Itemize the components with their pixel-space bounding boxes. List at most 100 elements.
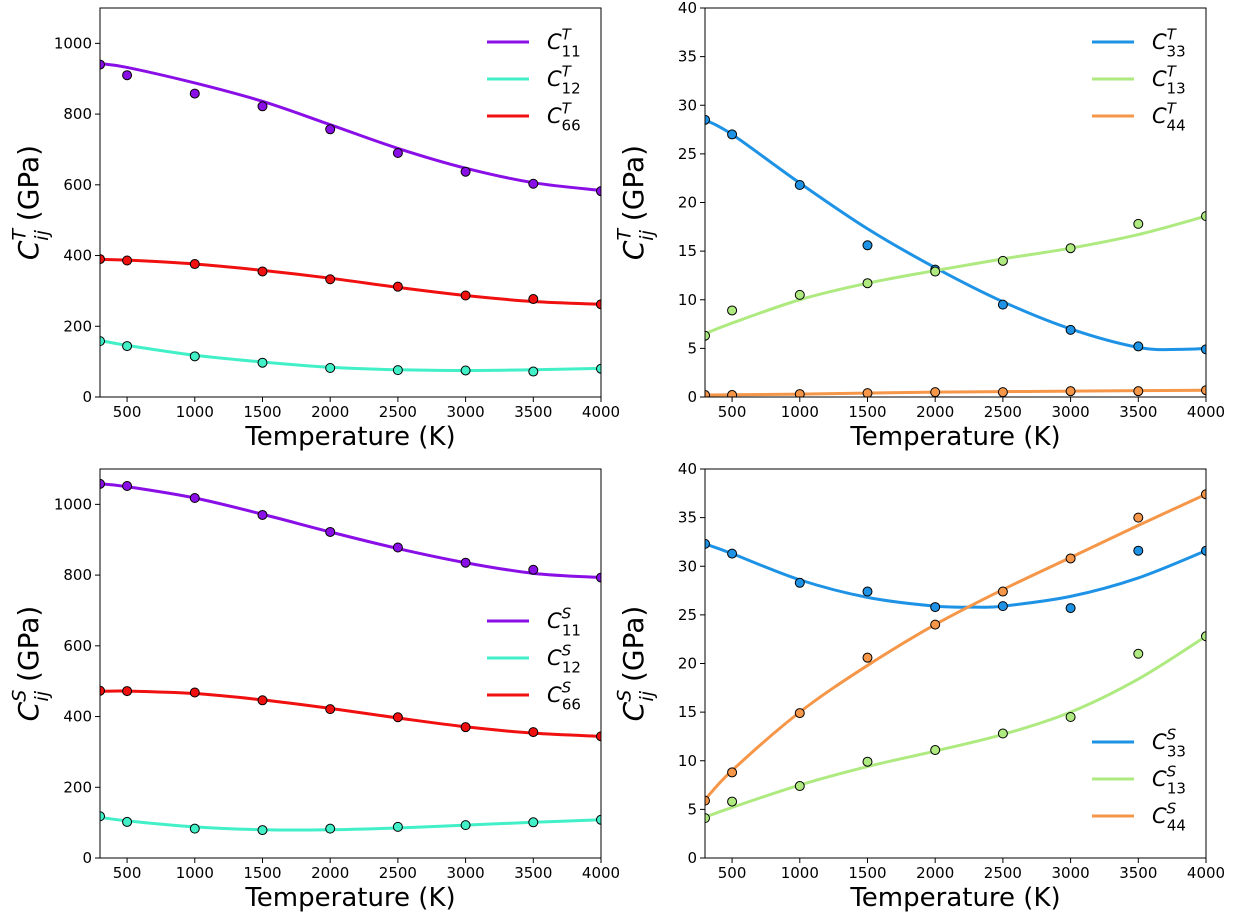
y-axis-label-group: CSij (GPa): [613, 606, 657, 722]
data-point: [727, 548, 738, 559]
legend-entry-superscript: T: [1167, 63, 1178, 81]
y-axis-label-group: CSij (GPa): [8, 606, 52, 722]
x-tick-label: 3500: [514, 403, 552, 421]
x-tick-label: 1500: [848, 864, 886, 882]
legend-entry: CT 13: [1152, 63, 1186, 98]
data-point: [189, 687, 200, 698]
y-axis-label-subscript: ij: [31, 690, 53, 701]
data-point: [1065, 711, 1076, 722]
y-tick-label: 35: [678, 48, 697, 66]
data-point: [325, 526, 336, 537]
x-tick-label: 4000: [1187, 864, 1225, 882]
legend-entry-subscript: 12: [562, 658, 581, 676]
chart-panel-top-left: 500 1000 1500 2000 2500 3000 3500 4000 0 200 400 60…: [8, 7, 620, 452]
x-tick-label: 500: [718, 864, 747, 882]
data-point: [325, 124, 336, 135]
legend-entry-superscript: S: [562, 642, 572, 660]
data-point: [705, 114, 710, 125]
data-point: [794, 289, 805, 300]
data-point: [862, 240, 873, 251]
y-tick-label: 30: [678, 557, 697, 575]
data-point: [100, 478, 105, 489]
data-point: [392, 365, 403, 376]
data-point: [862, 652, 873, 663]
data-point: [100, 685, 105, 696]
data-point: [189, 88, 200, 99]
y-axis-label-superscript: T: [613, 228, 635, 241]
data-point: [862, 586, 873, 597]
data-point: [392, 542, 403, 553]
data-point: [1201, 489, 1206, 500]
legend-entry-superscript: T: [1167, 26, 1178, 44]
series-fit-line: [705, 492, 1206, 801]
y-tick-label: 15: [678, 242, 697, 260]
x-tick-label: 1000: [781, 864, 819, 882]
series-fit-line: [705, 388, 1206, 397]
x-tick-label: 1000: [176, 864, 214, 882]
plot-area: [100, 478, 601, 836]
x-tick-label: 2000: [916, 864, 954, 882]
y-tick-label: 0: [82, 388, 92, 406]
data-point: [705, 330, 710, 341]
axes-frame: [704, 468, 1207, 859]
x-tick-label: 500: [718, 403, 747, 421]
data-point: [528, 178, 539, 189]
y-axis-label-unit: (GPa): [617, 145, 650, 230]
data-point: [1201, 211, 1206, 222]
data-point: [1133, 648, 1144, 659]
data-point: [1065, 243, 1076, 254]
x-tick-label: 3000: [1052, 864, 1090, 882]
data-point: [1133, 386, 1144, 397]
y-axis-label: CTij (GPa): [613, 145, 657, 260]
data-point: [862, 388, 873, 397]
legend-entry-subscript: 66: [562, 695, 581, 713]
legend-entry-symbol: C: [1152, 730, 1167, 754]
data-point: [528, 564, 539, 575]
y-tick-label: 800: [63, 566, 92, 584]
y-tick-label: 25: [678, 145, 697, 163]
data-point: [997, 255, 1008, 266]
legend-entry: CT 44: [1152, 100, 1186, 135]
y-axis-label-unit: (GPa): [12, 145, 45, 230]
x-axis-label: Temperature (K): [244, 883, 455, 913]
legend-entry-symbol: C: [1152, 104, 1167, 128]
y-axis-label-superscript: T: [8, 228, 30, 241]
legend-entry-subscript: 13: [1167, 779, 1186, 797]
legend-entry-superscript: T: [562, 26, 573, 44]
y-tick-label: 20: [678, 194, 697, 212]
data-point: [257, 357, 268, 368]
data-point: [392, 147, 403, 158]
data-point: [189, 351, 200, 362]
legend-entry: CT 66: [547, 100, 581, 135]
legend-entry-superscript: S: [1167, 800, 1177, 818]
y-axis-label-unit: (GPa): [617, 606, 650, 691]
data-point: [727, 305, 738, 316]
x-tick-label: 1000: [781, 403, 819, 421]
y-tick-label: 0: [82, 849, 92, 867]
legend-entry-symbol: C: [547, 609, 562, 633]
data-point: [930, 387, 941, 397]
y-axis-label-subscript: ij: [31, 229, 53, 240]
x-tick-label: 2500: [984, 403, 1022, 421]
y-axis-label-group: CTij (GPa): [8, 145, 52, 260]
data-point: [100, 59, 105, 70]
y-tick-label: 1000: [54, 495, 92, 513]
data-point: [794, 708, 805, 719]
x-tick-label: 1500: [243, 864, 281, 882]
y-axis-label: CTij (GPa): [8, 145, 52, 260]
y-tick-label: 1000: [54, 34, 92, 52]
x-tick-label: 1500: [243, 403, 281, 421]
series-fit-line: [100, 815, 601, 832]
x-tick-label: 3500: [1119, 864, 1157, 882]
legend-entry-symbol: C: [1152, 767, 1167, 791]
y-tick-label: 600: [63, 637, 92, 655]
data-point: [325, 823, 336, 834]
x-tick-label: 2500: [379, 864, 417, 882]
y-tick-label: 30: [678, 96, 697, 114]
legend-entry-superscript: T: [1167, 100, 1178, 118]
y-tick-label: 600: [63, 176, 92, 194]
y-axis-label-group: CTij (GPa): [613, 145, 657, 260]
x-axis-label: Temperature (K): [849, 422, 1060, 452]
data-point: [596, 814, 601, 825]
data-point: [727, 390, 738, 397]
